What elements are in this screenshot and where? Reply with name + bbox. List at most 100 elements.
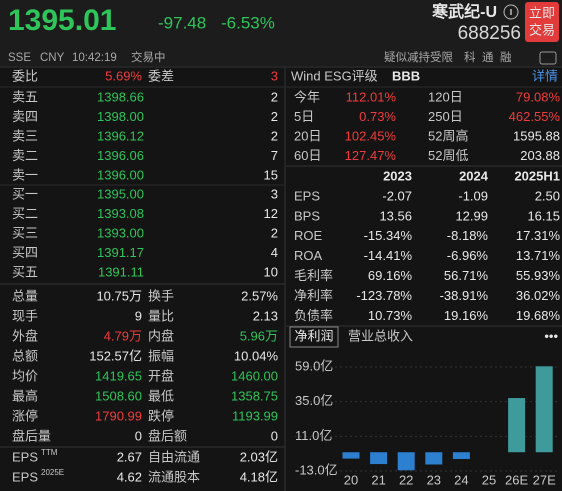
period-label: 52周高	[428, 128, 468, 143]
level-label: 买二	[12, 206, 38, 221]
stat-label: 最低	[148, 388, 174, 403]
value: 5.69%	[105, 68, 142, 83]
stat-label: 均价	[12, 368, 38, 383]
period-label: 52周低	[428, 148, 468, 163]
period-value: 79.08%	[516, 89, 561, 104]
stat-label: 换手	[148, 288, 174, 303]
period-value: 462.55%	[509, 109, 561, 124]
level-label: 买五	[12, 264, 38, 279]
tag[interactable]: 融	[500, 51, 512, 64]
column-header: 2025H1	[514, 168, 560, 183]
tag[interactable]: 通	[482, 51, 494, 64]
stat-label: 最高	[12, 388, 38, 403]
level-price: 1391.17	[97, 245, 144, 260]
stat-label-sup: TTM	[41, 448, 58, 457]
bar	[508, 398, 526, 453]
cell: 13.56	[379, 208, 412, 223]
period-value: 0.73%	[359, 109, 396, 124]
esg-rating: BBB	[392, 68, 420, 83]
bar	[370, 452, 388, 465]
level-qty: 3	[271, 186, 278, 201]
cell: 2.50	[535, 188, 560, 203]
stat-value: 9	[135, 308, 142, 323]
x-tick-label: 27E	[533, 472, 556, 487]
more-button[interactable]: •••	[544, 328, 558, 343]
stat-value: 1790.99	[95, 408, 142, 423]
stat-label: 盘后额	[148, 428, 187, 443]
stock-code: 688256	[458, 23, 521, 44]
period-label: 250日	[428, 109, 463, 124]
stat-value: 10.04%	[234, 348, 279, 363]
stat-value: 1419.65	[95, 368, 142, 383]
stat-value: 2.67	[117, 449, 142, 464]
y-tick-label: -13.0亿	[295, 462, 338, 477]
period-label: 5日	[294, 109, 314, 124]
cell: -15.34%	[364, 228, 413, 243]
stat-label: 总额	[12, 348, 38, 363]
bar	[342, 452, 360, 459]
stat-value: 10.75万	[96, 288, 142, 303]
cell: 55.93%	[516, 268, 561, 283]
tag: 疑似减持受限	[384, 50, 453, 64]
period-label: 20日	[294, 128, 321, 143]
cell: -2.07	[382, 188, 412, 203]
x-tick-label: 24	[454, 472, 468, 487]
cell: -6.96%	[447, 248, 489, 263]
esg-link[interactable]: 详情	[532, 68, 558, 83]
level-label: 买三	[12, 225, 38, 240]
info-icon[interactable]	[503, 4, 519, 20]
level-price: 1398.66	[97, 89, 144, 104]
level-label: 卖五	[12, 89, 38, 104]
level-price: 1393.08	[97, 206, 144, 221]
tag[interactable]: 科	[464, 50, 476, 64]
cell: 16.15	[527, 208, 560, 223]
row-label: 负债率	[294, 308, 333, 323]
stat-value: 4.18亿	[240, 469, 278, 484]
stat-label: EPS	[12, 449, 38, 464]
label: 委差	[148, 68, 174, 83]
trade-button[interactable]	[525, 2, 559, 42]
period-value: 102.45%	[345, 128, 397, 143]
bar	[452, 452, 470, 460]
stat-value: 5.96万	[240, 328, 278, 343]
tab[interactable]: 净利润	[294, 328, 333, 343]
meta: 交易中	[131, 50, 166, 64]
change-pct: -6.53%	[221, 13, 275, 32]
stat-label: 流通股本	[148, 469, 200, 484]
stat-value: 2.57%	[241, 288, 278, 303]
x-tick-label: 23	[427, 472, 441, 487]
stat-value: 2.13	[253, 308, 278, 323]
stat-label: 振幅	[148, 348, 174, 363]
cell: -1.09	[458, 188, 488, 203]
level-qty: 7	[271, 148, 278, 163]
bar	[425, 452, 443, 465]
trade-button-label[interactable]: 交易	[529, 22, 555, 37]
stat-label: 量比	[148, 308, 174, 323]
level-label: 卖三	[12, 128, 38, 143]
stat-value: 1460.00	[231, 368, 278, 383]
stat-value: 0	[135, 428, 142, 443]
tab[interactable]: 营业总收入	[348, 328, 413, 343]
level-price: 1393.00	[97, 225, 144, 240]
column-header: 2023	[383, 168, 412, 183]
period-value: 127.47%	[345, 148, 397, 163]
cell: -38.91%	[440, 288, 489, 303]
value: 3	[271, 68, 278, 83]
tab-selected[interactable]	[289, 326, 339, 348]
level-price: 1391.11	[98, 264, 144, 279]
level-qty: 4	[271, 245, 278, 260]
y-tick-label: 59.0亿	[295, 358, 333, 373]
menu-icon[interactable]	[539, 51, 557, 65]
stat-label: 自由流通	[148, 449, 200, 464]
level-label: 卖一	[12, 167, 38, 182]
period-value: 1595.88	[513, 128, 560, 143]
cell: 13.71%	[516, 248, 561, 263]
cell: 10.73%	[368, 308, 413, 323]
cell: -14.41%	[364, 248, 413, 263]
x-tick-label: 22	[399, 472, 413, 487]
level-price: 1396.12	[97, 128, 144, 143]
trade-button-label[interactable]: 立即	[529, 5, 555, 20]
